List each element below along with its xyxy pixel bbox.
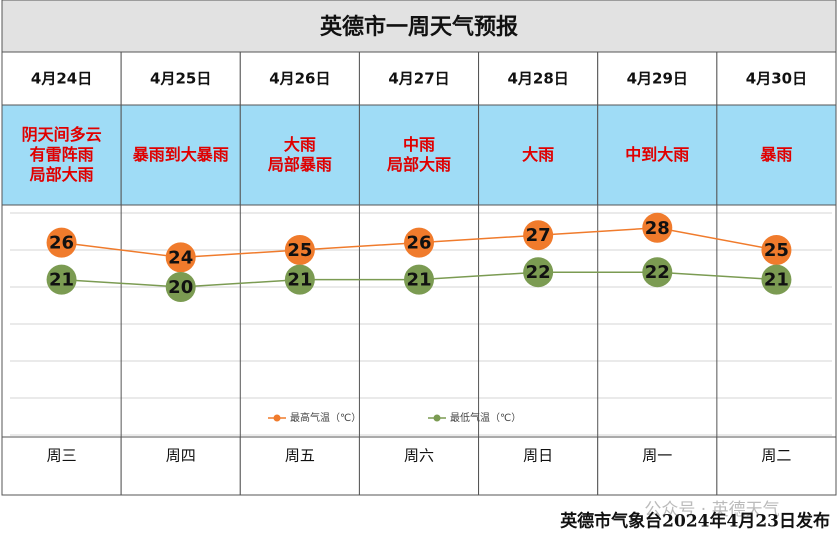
point [761,235,792,265]
x-tick-label: 周三 [47,447,77,465]
condition: 中雨局部大雨 [387,135,451,174]
data-label: 25 [764,240,789,261]
footer: 英德市气象台2024年4月23日发布 [560,511,830,532]
legend-marker [433,414,441,422]
title: 英德市一周天气预报 [320,14,518,40]
legend-label: 最低气温（℃） [450,411,521,424]
point [46,227,77,258]
date: 4月30日 [746,70,807,88]
data-label: 21 [287,270,312,291]
condition-line: 中到大雨 [625,145,689,164]
data-label: 21 [49,270,74,291]
x-tick-label: 周五 [285,447,315,465]
point [165,242,196,273]
condition-cell [716,104,837,206]
condition: 暴雨到大暴雨 [132,145,229,164]
weekday-cell [716,436,837,496]
title-bg [1,0,837,53]
data-label: 26 [49,233,74,254]
condition-line: 中雨 [403,135,435,154]
condition-line: 暴雨 [759,145,792,164]
date-cell [1,51,122,106]
point [523,220,554,251]
data-label: 28 [645,218,670,239]
condition-line: 大雨 [284,135,316,154]
watermark: 公众号 · 英德天气 [644,500,779,520]
weekday-cell [1,436,122,496]
date-cell [716,51,837,106]
date: 4月24日 [31,70,92,88]
point [404,227,434,258]
weekday-cell [478,436,599,496]
date: 4月29日 [627,70,688,88]
date-cell [120,51,241,106]
condition-line: 局部大雨 [387,155,451,174]
data-label: 24 [168,247,193,268]
condition-line: 暴雨到大暴雨 [132,145,229,164]
data-label: 22 [526,262,551,283]
data-label: 21 [406,270,431,291]
date: 4月25日 [150,70,211,88]
data-label: 20 [168,277,193,298]
condition: 暴雨 [759,145,792,164]
x-tick-label: 周日 [523,447,553,465]
legend-marker [273,414,281,422]
data-label: 27 [526,225,551,246]
x-tick-label: 周一 [642,447,672,465]
condition-line: 大雨 [522,145,554,164]
condition: 阴天间多云有雷阵雨局部大雨 [22,125,102,184]
data-label: 26 [406,233,431,254]
point [284,264,315,295]
data-label: 25 [287,240,312,261]
condition-line: 局部大雨 [30,165,94,184]
x-tick-label: 周六 [404,447,434,465]
condition: 中到大雨 [625,145,689,164]
point [404,264,434,295]
condition-cell [478,104,599,206]
x-tick-label: 周四 [166,447,196,465]
point [523,257,554,288]
point [642,212,673,243]
x-tick-label: 周二 [761,447,791,465]
weekday-cell [358,436,480,496]
point [642,257,673,288]
condition: 大雨局部暴雨 [268,135,332,174]
legend-label: 最高气温（℃） [290,411,361,424]
date: 4月27日 [388,70,449,88]
data-label: 21 [764,270,789,291]
condition-cell [358,104,480,206]
point [761,264,792,295]
condition-line: 局部暴雨 [268,155,332,174]
date: 4月28日 [507,70,568,88]
point [165,272,196,302]
weekday-cell [120,436,241,496]
date: 4月26日 [269,70,330,88]
data-label: 22 [645,262,670,283]
point [284,235,315,265]
condition-line: 阴天间多云 [22,125,102,144]
condition-cell [120,104,241,206]
condition: 大雨 [522,145,554,164]
date-cell [597,51,718,106]
condition-line: 有雷阵雨 [30,145,94,164]
weekday-cell [597,436,718,496]
point [46,264,77,295]
date-cell [478,51,599,106]
